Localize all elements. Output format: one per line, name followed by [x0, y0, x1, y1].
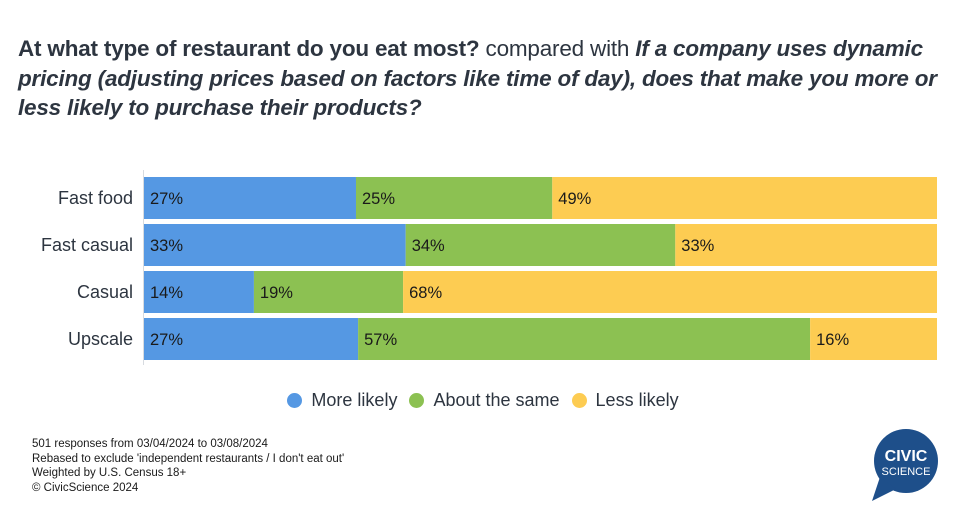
bar-segment-more-likely	[144, 177, 356, 219]
data-label: 14%	[150, 284, 183, 302]
logo-bubble	[874, 429, 938, 493]
logo-text-science: SCIENCE	[882, 466, 931, 478]
data-label: 19%	[260, 284, 293, 302]
legend-item-about-the-same: About the same	[409, 390, 560, 411]
legend-label: More likely	[311, 390, 398, 410]
legend-dot-about-the-same	[409, 393, 425, 408]
legend-label: Less likely	[595, 390, 679, 410]
bar-segment-less-likely	[675, 224, 937, 266]
bar-segment-less-likely	[552, 177, 937, 219]
title-connector: compared with	[485, 36, 630, 61]
title-question-1: At what type of restaurant do you eat mo…	[18, 36, 480, 61]
category-label: Fast food	[58, 188, 133, 208]
note-responses: 501 responses from 03/04/2024 to 03/08/2…	[32, 438, 268, 450]
bar-segment-more-likely	[144, 271, 254, 313]
legend-item-more-likely: More likely	[287, 390, 397, 411]
data-label: 33%	[681, 237, 714, 255]
stacked-bar-chart: Fast food 27% 25% 49% Fast casual 33% 34% 33% Ca…	[41, 170, 937, 365]
data-label: 34%	[412, 237, 445, 255]
legend-dot-less-likely	[571, 393, 587, 408]
legend-dot-more-likely	[287, 393, 303, 408]
bar-segment-less-likely	[810, 318, 937, 360]
data-label: 33%	[150, 237, 183, 255]
bar-segment-about-the-same	[405, 224, 676, 266]
chart-title: At what type of restaurant do you eat mo…	[18, 34, 938, 123]
bar-segment-less-likely	[403, 271, 937, 313]
legend-item-less-likely: Less likely	[571, 390, 679, 411]
note-weighted: Weighted by U.S. Census 18+	[32, 467, 187, 479]
footnotes: 501 responses from 03/04/2024 to 03/08/2…	[32, 437, 344, 495]
bar-segment-about-the-same	[355, 177, 553, 219]
category-label: Fast casual	[41, 235, 133, 255]
bar-segment-about-the-same	[253, 271, 404, 313]
bar-segment-more-likely	[144, 318, 359, 360]
category-label: Casual	[77, 282, 133, 302]
data-label: 25%	[362, 190, 395, 208]
logo-text-civic: CIVIC	[885, 448, 928, 465]
data-label: 57%	[364, 331, 397, 349]
note-copyright: © CivicScience 2024	[32, 481, 139, 494]
bar-segment-more-likely	[144, 224, 406, 266]
bar-segment-about-the-same	[358, 318, 811, 360]
data-label: 68%	[409, 284, 442, 302]
legend: More likely About the same Less likely	[0, 390, 966, 411]
category-label: Upscale	[68, 329, 133, 349]
data-label: 27%	[150, 331, 183, 349]
data-label: 27%	[150, 190, 183, 208]
data-label: 49%	[558, 190, 591, 208]
note-rebased: Rebased to exclude 'independent restaura…	[32, 452, 345, 465]
legend-label: About the same	[433, 390, 560, 410]
civicscience-logo: CIVIC SCIENCE	[872, 429, 938, 501]
title-question-2: If a company uses dynamic pricing (adjus…	[18, 36, 937, 120]
data-label: 16%	[816, 331, 849, 349]
logo-bubble-tail	[872, 477, 896, 501]
